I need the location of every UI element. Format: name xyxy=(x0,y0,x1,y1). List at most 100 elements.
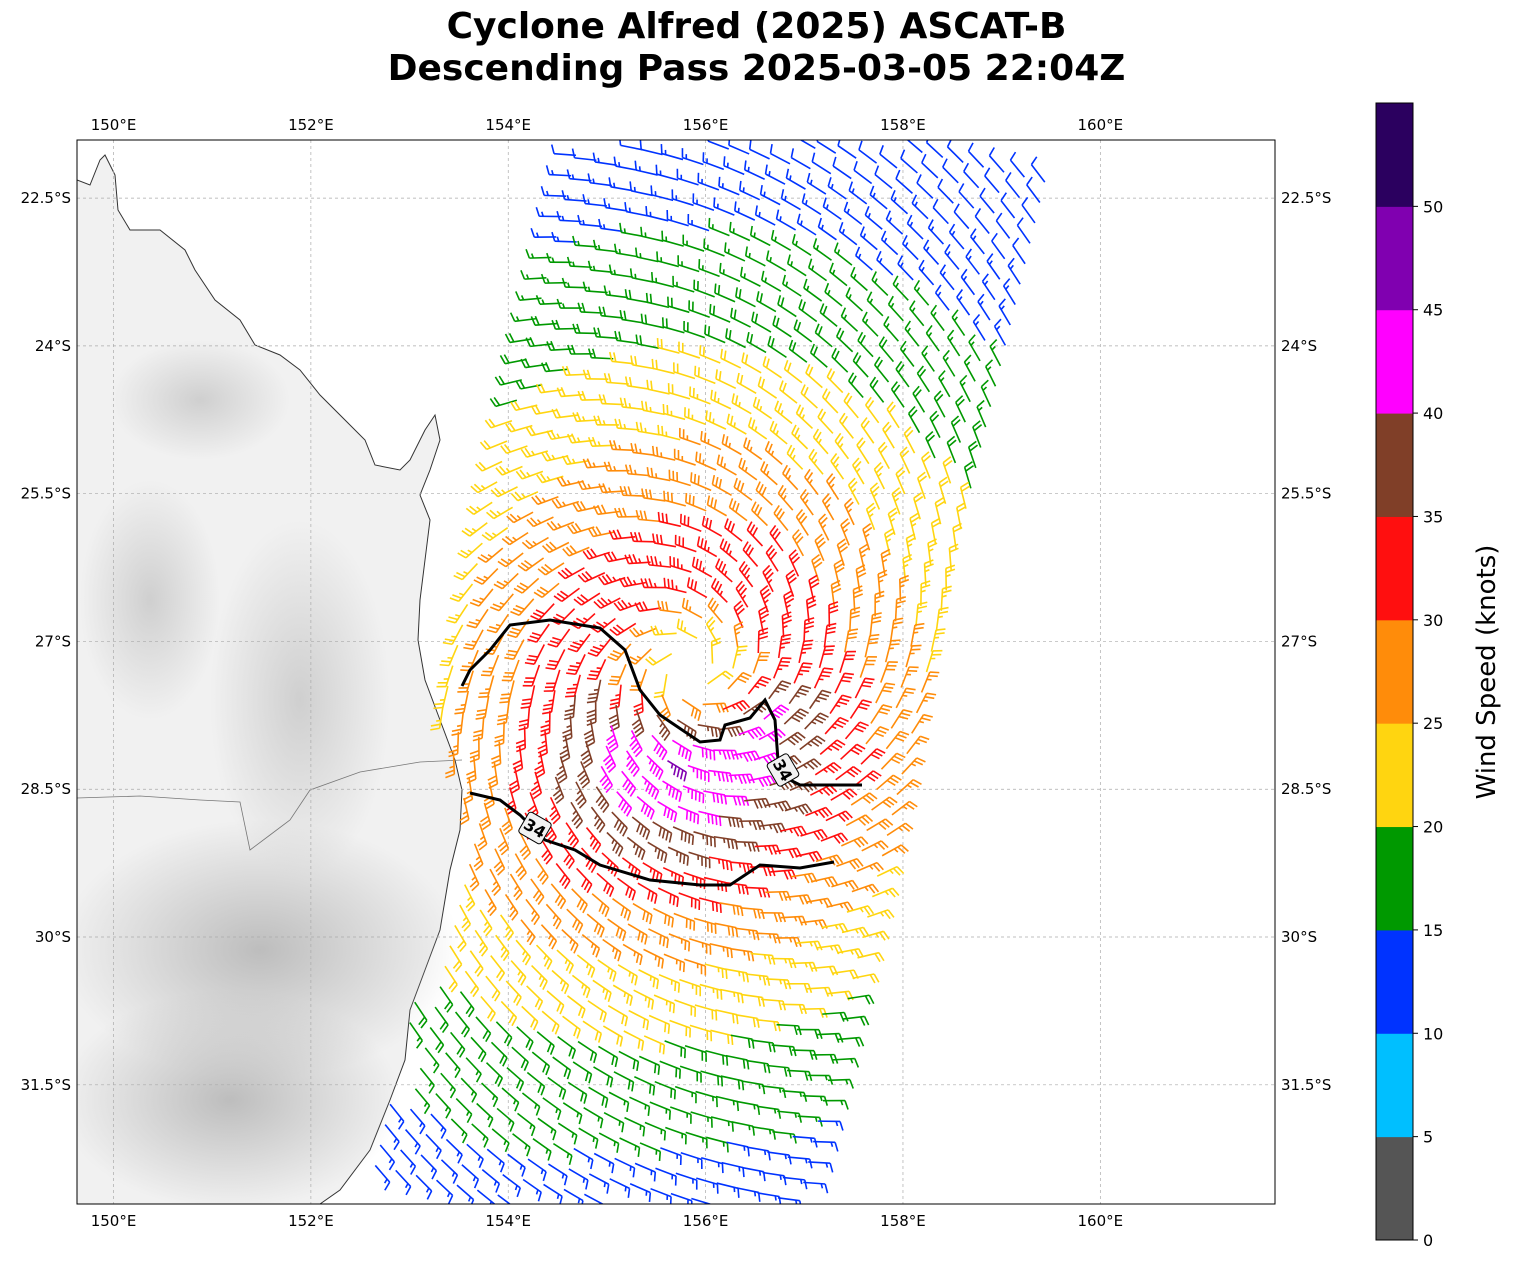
wind-barb xyxy=(455,1098,473,1124)
wind-barb xyxy=(607,663,627,686)
wind-barb xyxy=(883,528,895,556)
colorbar-tick: 5 xyxy=(1423,1128,1433,1147)
wind-barb xyxy=(838,221,858,246)
wind-barb xyxy=(858,140,878,164)
wind-barb xyxy=(798,639,814,664)
wind-barb xyxy=(655,164,679,181)
wind-barb xyxy=(545,165,572,177)
wind-barb xyxy=(729,221,751,242)
wind-barb xyxy=(829,262,848,287)
wind-barb xyxy=(457,670,474,693)
wind-barb xyxy=(668,469,691,487)
wind-barb xyxy=(491,741,502,768)
wind-barb xyxy=(773,657,792,679)
wind-barb xyxy=(720,348,742,369)
gridlines xyxy=(77,140,1275,1204)
wind-barb xyxy=(608,264,634,278)
wind-barb xyxy=(733,600,745,628)
wind-barb xyxy=(956,502,967,530)
wind-barb xyxy=(900,666,919,688)
title-line-2: Descending Pass 2025-03-05 22:04Z xyxy=(387,48,1126,89)
wind-barb xyxy=(655,1167,677,1186)
wind-barb xyxy=(585,827,602,853)
wind-barb xyxy=(848,181,868,205)
lat-tick-right: 24°S xyxy=(1281,337,1317,355)
wind-barb xyxy=(800,828,828,841)
wind-barb xyxy=(836,858,864,870)
title-line-1: Cyclone Alfred (2025) ASCAT-B xyxy=(446,6,1067,47)
wind-barb xyxy=(550,144,577,157)
wind-barb xyxy=(750,952,776,965)
wind-barb xyxy=(633,989,655,1010)
wind-barb xyxy=(755,481,773,506)
wind-barb xyxy=(645,653,673,666)
wind-barb xyxy=(689,386,711,405)
wind-barb xyxy=(864,205,883,230)
wind-barb xyxy=(535,944,553,970)
wind-barb xyxy=(567,344,593,355)
wind-barb xyxy=(678,427,701,446)
wind-barb xyxy=(690,472,712,492)
wind-barb xyxy=(995,212,1011,239)
wind-barb xyxy=(612,984,633,1006)
wind-barb xyxy=(745,973,771,986)
wind-barb xyxy=(516,1026,534,1051)
wind-barb xyxy=(942,158,959,184)
wind-barb xyxy=(582,369,609,380)
wind-barb xyxy=(979,187,995,214)
wind-barb xyxy=(624,289,649,304)
wind-barb xyxy=(547,1076,567,1100)
wind-barb xyxy=(650,185,674,202)
wind-barb xyxy=(493,572,519,590)
wind-barb xyxy=(744,246,766,267)
wind-barb xyxy=(650,1187,672,1204)
wind-barb xyxy=(696,1177,719,1194)
wind-barb xyxy=(593,597,621,609)
wind-barb xyxy=(645,206,669,222)
wind-barb xyxy=(762,356,782,379)
wind-barb xyxy=(887,295,904,322)
wind-barb xyxy=(670,1192,693,1204)
wind-barb xyxy=(748,775,777,788)
wind-barb xyxy=(814,323,833,348)
wind-barb xyxy=(499,914,515,941)
wind-barb xyxy=(713,749,739,760)
wind-barb xyxy=(801,193,822,216)
wind-barb xyxy=(688,851,711,869)
wind-barb xyxy=(470,481,498,494)
wind-barb xyxy=(904,320,920,347)
wind-barb xyxy=(692,193,715,211)
wind-barb xyxy=(524,644,545,665)
wind-barb xyxy=(641,775,660,800)
wind-barb xyxy=(728,773,755,785)
wind-barb xyxy=(843,201,863,225)
wind-barb xyxy=(552,1142,573,1165)
wind-barb xyxy=(764,164,786,185)
wind-barb xyxy=(895,360,910,388)
wind-barb xyxy=(811,554,823,582)
wind-barb xyxy=(646,755,664,780)
wind-barb xyxy=(450,1031,466,1058)
wind-barb xyxy=(822,197,842,221)
wind-barb xyxy=(490,486,518,498)
lat-tick-left: 31.5°S xyxy=(21,1076,71,1094)
wind-barb xyxy=(613,243,639,258)
wind-barb xyxy=(490,593,514,612)
wind-barb xyxy=(662,403,686,421)
wind-barb xyxy=(535,206,562,218)
wind-barb xyxy=(869,612,882,637)
wind-barb xyxy=(783,360,803,384)
wind-barb xyxy=(651,734,668,761)
wind-barb xyxy=(951,309,966,337)
wind-barb xyxy=(495,1021,513,1047)
wind-barb xyxy=(664,1040,687,1059)
wind-barb xyxy=(565,822,580,849)
wind-barb xyxy=(542,690,556,715)
wind-barb xyxy=(514,853,527,881)
lon-tick-top: 154°E xyxy=(485,116,531,134)
wind-barb xyxy=(806,172,827,195)
wind-barb xyxy=(596,872,615,897)
state-border xyxy=(77,759,463,851)
wind-barb xyxy=(829,694,852,714)
wind-barb xyxy=(635,247,659,263)
